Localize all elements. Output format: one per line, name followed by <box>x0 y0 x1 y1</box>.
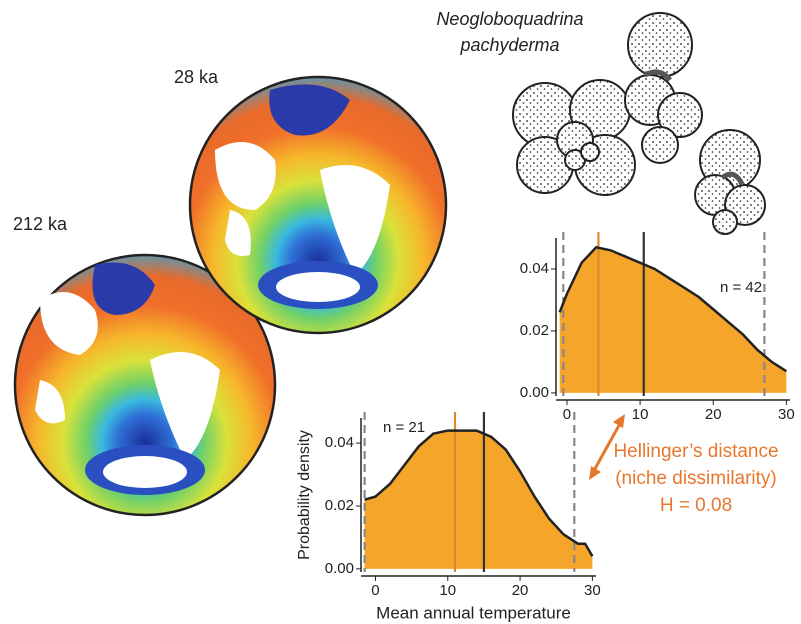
y-tick-label: 0.00 <box>520 384 549 401</box>
x-tick-label: 0 <box>563 406 571 423</box>
sample-size: n = 42 <box>720 279 762 296</box>
x-tick-label: 20 <box>705 406 722 423</box>
density-area <box>364 430 593 569</box>
age-label: 28 ka <box>174 67 219 87</box>
y-tick-label: 0.00 <box>325 560 354 577</box>
x-tick-label: 30 <box>778 406 795 423</box>
x-tick-label: 10 <box>632 406 649 423</box>
y-tick-label: 0.04 <box>325 434 354 451</box>
x-axis-label: Mean annual temperature <box>376 603 571 622</box>
x-tick-label: 0 <box>371 582 379 599</box>
species-name: Neogloboquadrina <box>436 9 583 29</box>
distance-arrow <box>589 414 625 480</box>
age-label: 212 ka <box>13 214 68 234</box>
y-tick-label: 0.04 <box>520 260 549 277</box>
globe-old <box>13 253 277 517</box>
sample-size: n = 21 <box>383 419 425 436</box>
distance-label: Hellinger’s distance <box>613 441 778 462</box>
x-tick-label: 30 <box>584 582 601 599</box>
y-tick-label: 0.02 <box>520 322 549 339</box>
x-tick-label: 20 <box>512 582 529 599</box>
globe-recent <box>188 75 448 335</box>
distance-label: (niche dissimilarity) <box>615 468 777 489</box>
x-tick-label: 10 <box>439 582 456 599</box>
y-axis-label: Probability density <box>296 430 313 560</box>
foraminifera <box>512 12 766 235</box>
density-area <box>559 247 787 393</box>
y-tick-label: 0.02 <box>325 497 354 514</box>
density-curve <box>558 245 788 373</box>
distance-label: H = 0.08 <box>660 495 732 516</box>
density-curve <box>364 429 594 557</box>
species-name: pachyderma <box>459 35 559 55</box>
